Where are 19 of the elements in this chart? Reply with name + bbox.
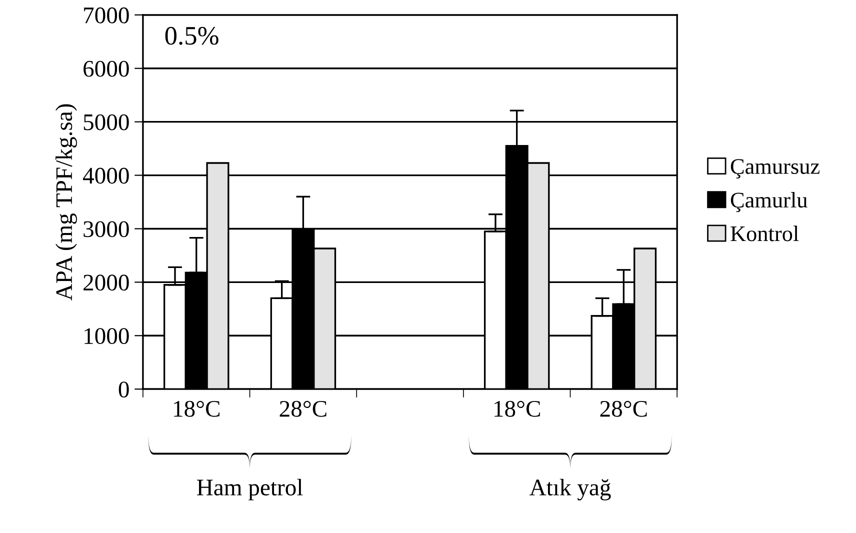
x-tick-label: 28°C	[280, 400, 326, 417]
y-tick-label: 1000	[84, 328, 129, 344]
y-tick-label: 5000	[84, 114, 129, 130]
x-tick-label: 18°C	[174, 400, 220, 417]
legend-label: Çamurlu	[730, 192, 808, 212]
annotation: 0.5%	[165, 26, 218, 45]
y-tick-label: 0	[118, 382, 129, 398]
y-tick-label: 6000	[84, 60, 129, 77]
legend-label: Kontrol	[730, 226, 799, 242]
y-tick-label: 3000	[84, 221, 129, 238]
y-tick-label: 4000	[82, 168, 129, 184]
y-axis-title: APA (mg TPF/kg.sa)	[56, 104, 77, 301]
y-tick-label: 2000	[84, 274, 129, 291]
text: Ham petrol	[197, 478, 303, 500]
x-tick-label: 18°C	[494, 400, 540, 417]
y-tick-label: 7000	[84, 7, 129, 24]
x-tick-label: 28°C	[600, 400, 647, 417]
text: Atık yağ	[530, 478, 611, 500]
legend-label: Çamursuz	[730, 159, 820, 179]
